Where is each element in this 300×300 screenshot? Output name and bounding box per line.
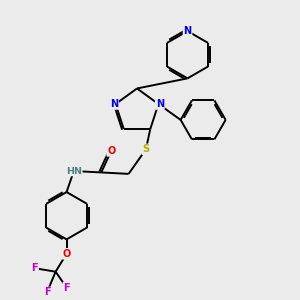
Text: S: S [142, 144, 149, 154]
Text: O: O [62, 249, 71, 259]
Text: F: F [63, 283, 70, 292]
Text: N: N [156, 99, 164, 109]
Text: F: F [44, 287, 50, 298]
Text: O: O [107, 146, 116, 156]
Text: HN: HN [66, 167, 82, 176]
Text: N: N [110, 99, 118, 109]
Text: N: N [183, 26, 192, 36]
Text: F: F [32, 263, 38, 273]
